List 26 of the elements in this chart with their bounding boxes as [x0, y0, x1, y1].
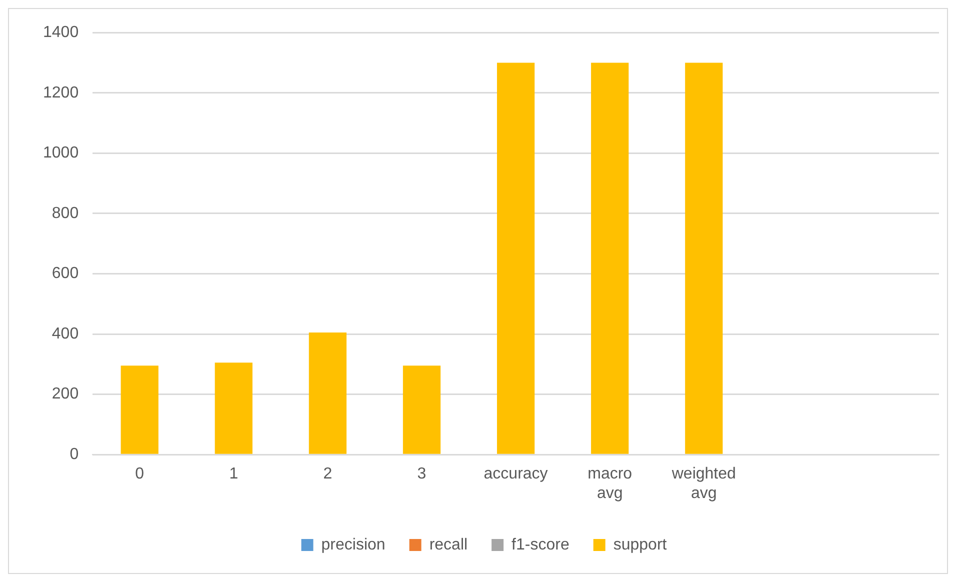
legend-label: recall — [429, 536, 468, 554]
bar — [120, 366, 158, 454]
legend-label: precision — [321, 536, 386, 554]
y-tick-label: 200 — [52, 386, 79, 403]
legend-label: support — [613, 536, 668, 554]
x-tick-label: 3 — [417, 466, 426, 483]
y-tick-label: 400 — [52, 325, 79, 342]
y-tick-label: 1400 — [43, 24, 79, 42]
y-tick-label: 800 — [52, 204, 79, 222]
x-tick-label: macro avg — [588, 466, 632, 502]
y-tick-label: 1000 — [43, 144, 79, 162]
x-tick-label: 0 — [135, 466, 144, 483]
x-tick-label: 1 — [229, 466, 238, 483]
bar — [402, 366, 441, 454]
x-tick-label: 2 — [323, 466, 332, 483]
x-tick-label: accuracy — [484, 466, 548, 483]
bar — [214, 362, 252, 454]
y-tick-label: 1200 — [43, 84, 79, 102]
legend-label: f1-score — [512, 536, 570, 554]
bar — [496, 62, 535, 454]
bar — [591, 62, 629, 454]
bar — [685, 62, 723, 454]
bar — [308, 332, 347, 454]
y-tick-label: 0 — [70, 446, 79, 464]
x-tick-label: weighted avg — [670, 466, 736, 502]
y-tick-label: 600 — [52, 265, 79, 282]
